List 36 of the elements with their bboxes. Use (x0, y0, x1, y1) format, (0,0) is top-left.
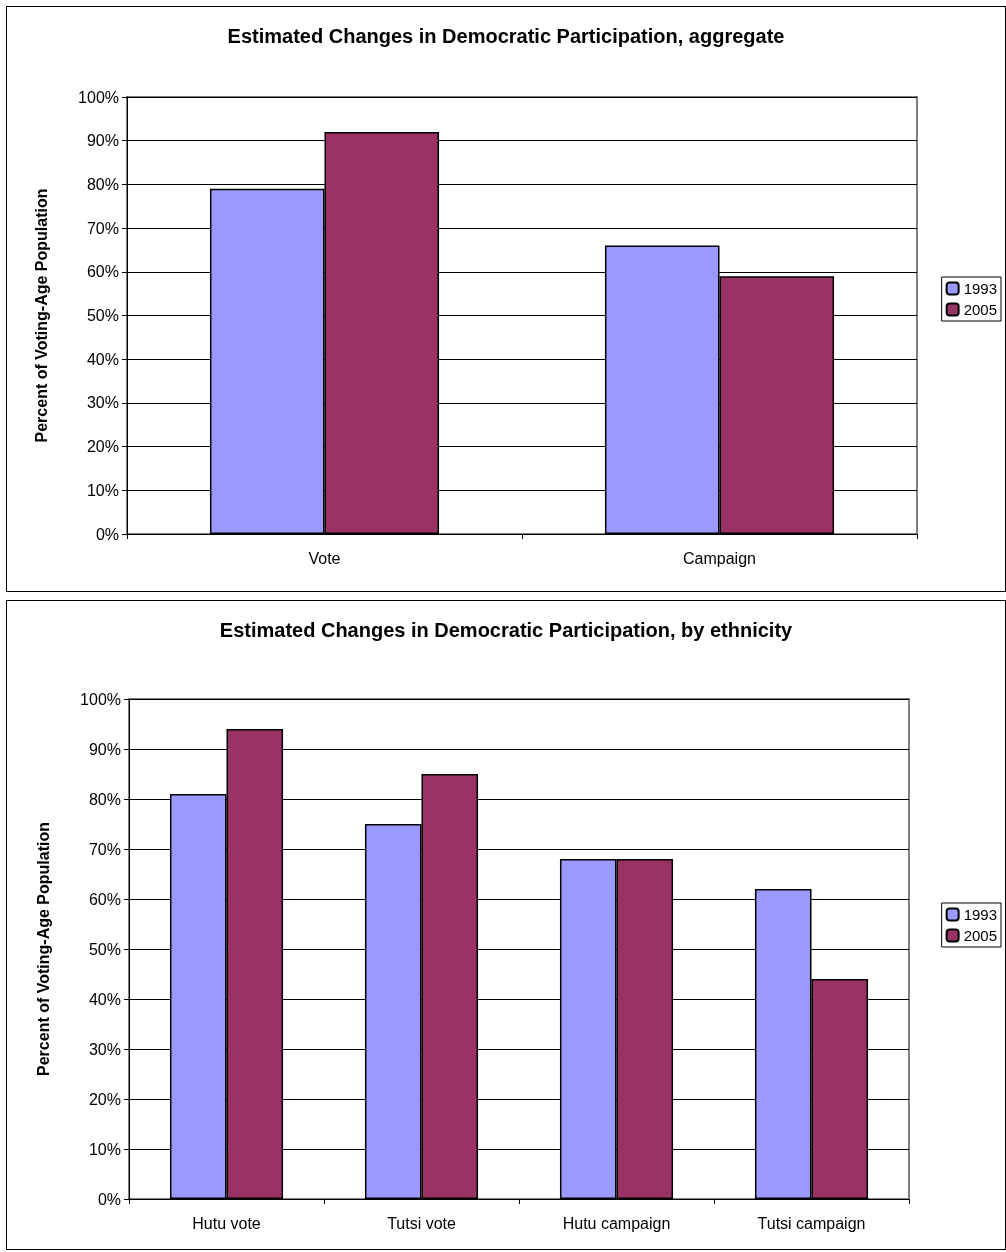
y-tick-label: 100% (78, 88, 119, 106)
y-tick-label: 50% (86, 307, 119, 324)
legend-label: 1993 (963, 906, 998, 923)
y-tick-label: 80% (88, 790, 121, 808)
y-tick-label: 80% (86, 175, 119, 193)
legend-label: 2005 (963, 927, 998, 944)
chart-title: Estimated Changes in Democratic Participation, aggregate (227, 25, 785, 47)
y-tick-label: 70% (88, 840, 121, 858)
y-tick-label: 50% (88, 940, 121, 958)
y-tick-label: 60% (86, 263, 119, 281)
y-axis-title: Percent of Voting-Age Population (32, 188, 50, 443)
legend-label: 2005 (963, 301, 998, 318)
y-tick-label: 30% (86, 394, 119, 412)
y-tick-label: 20% (88, 1090, 121, 1108)
x-tick-label: Tutsi vote (387, 1214, 456, 1232)
x-tick-label: Tutsi campaign (757, 1214, 866, 1232)
x-tick-label: Campaign (683, 549, 756, 567)
legend-label: 1993 (963, 280, 998, 297)
chart-title: Estimated Changes in Democratic Participation, by ethnicity (219, 619, 794, 641)
y-tick-label: 20% (86, 438, 119, 456)
y-axis-title: Percent of Voting-Age Population (34, 822, 52, 1076)
y-tick-label: 90% (86, 132, 119, 150)
y-tick-label: 60% (88, 890, 121, 908)
y-tick-label: 0% (97, 1190, 121, 1208)
y-tick-label: 70% (86, 219, 119, 237)
x-tick-label: Hutu campaign (562, 1214, 671, 1232)
y-tick-label: 30% (88, 1040, 121, 1058)
y-tick-label: 10% (88, 1140, 121, 1158)
x-tick-label: Vote (308, 549, 341, 567)
y-tick-label: 40% (88, 990, 121, 1008)
y-tick-label: 100% (80, 690, 121, 708)
y-tick-label: 0% (95, 525, 119, 543)
y-tick-label: 10% (86, 481, 119, 499)
x-tick-label: Hutu vote (192, 1214, 261, 1232)
y-tick-label: 90% (88, 740, 121, 758)
y-tick-label: 40% (86, 350, 119, 368)
